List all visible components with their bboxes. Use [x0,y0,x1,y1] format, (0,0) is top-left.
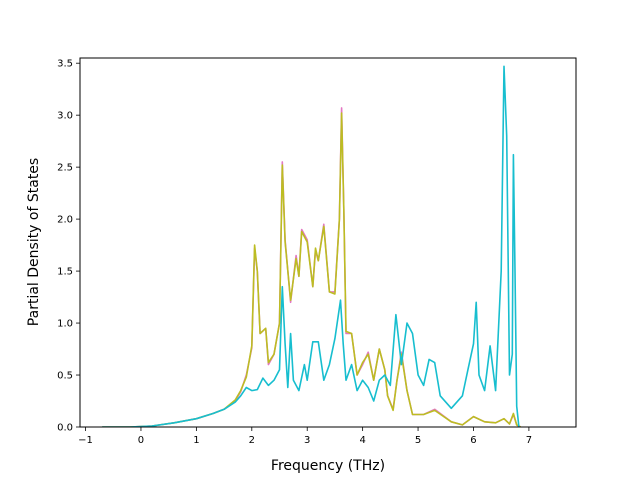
series-line-3 [102,65,520,427]
y-tick-label: 1.0 [57,319,73,330]
y-tick-label: 3.0 [57,111,73,122]
x-axis: −1 0 1 2 3 4 5 6 7 [78,427,532,446]
x-tick-label: 4 [359,435,365,446]
series-line-2 [102,112,521,427]
y-tick-label: 2.5 [57,163,73,174]
plot-frame [79,57,577,428]
x-tick-label: 0 [138,435,144,446]
x-tick-label: −1 [78,435,93,446]
y-tick-label: 2.0 [57,215,73,226]
plot-lines [102,65,521,427]
x-tick-label: 2 [249,435,255,446]
x-axis-title: Frequency (THz) [271,458,385,474]
y-tick-label: 0.0 [57,423,73,434]
y-tick-label: 0.5 [57,371,73,382]
x-tick-label: 1 [193,435,199,446]
y-axis: 0.0 0.5 1.0 1.5 2.0 2.5 3.0 3.5 [57,59,80,434]
x-tick-label: 5 [415,435,421,446]
y-axis-title: Partial Density of States [26,158,42,326]
y-tick-label: 3.5 [57,59,73,70]
x-tick-label: 6 [470,435,476,446]
series-line-1 [102,107,521,427]
y-tick-label: 1.5 [57,267,73,278]
x-tick-label: 3 [304,435,310,446]
x-tick-label: 7 [526,435,532,446]
